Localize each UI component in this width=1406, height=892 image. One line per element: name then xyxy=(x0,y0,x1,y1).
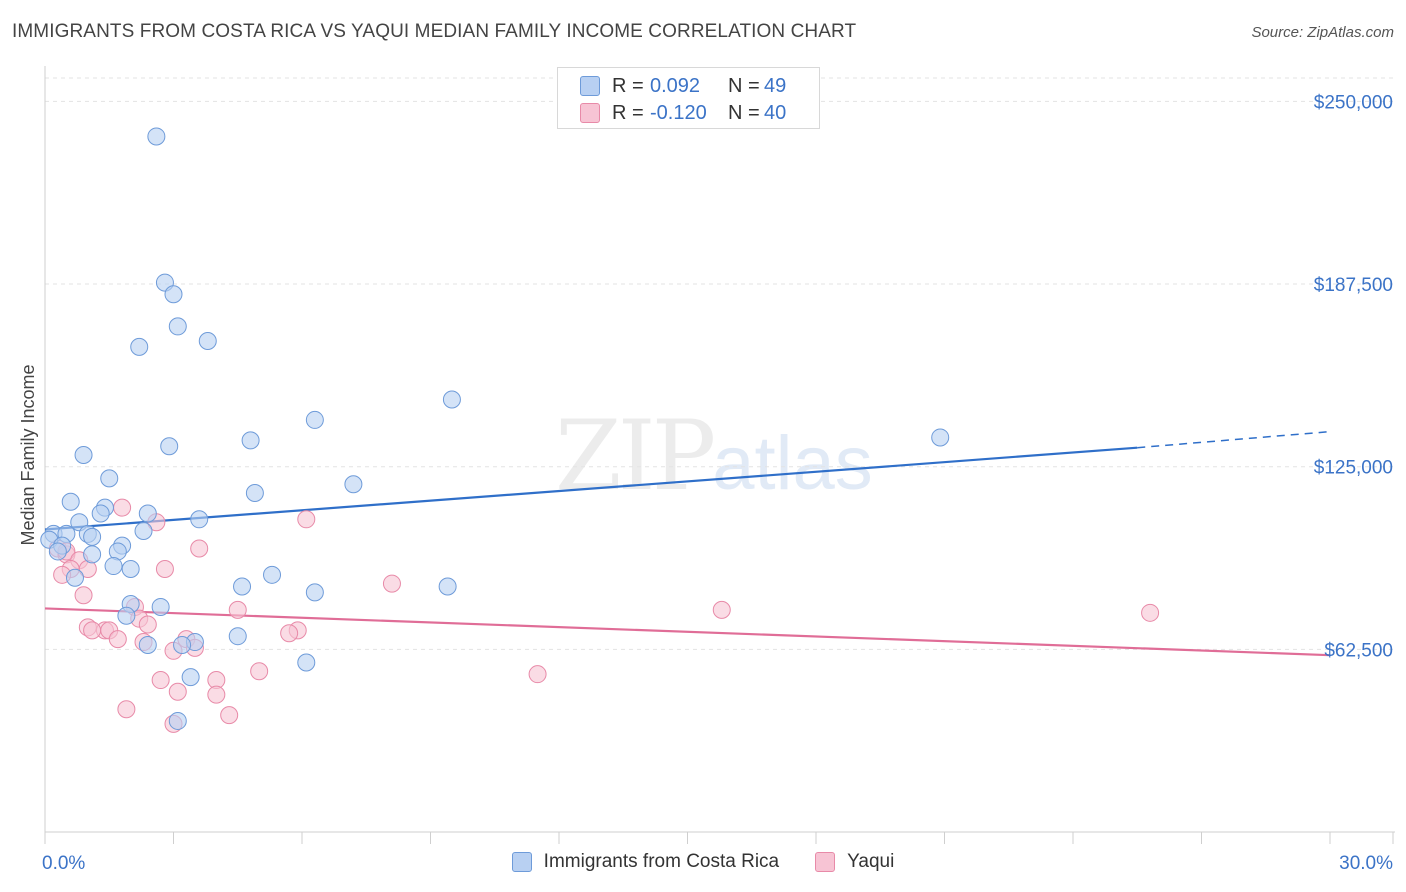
point-yaqui xyxy=(83,621,102,640)
source-credit: Source: ZipAtlas.com xyxy=(1251,24,1394,41)
point-costa-rica xyxy=(228,627,247,646)
point-costa-rica xyxy=(134,521,153,540)
point-yaqui xyxy=(190,539,209,558)
r-value: -0.120 xyxy=(650,101,707,124)
point-yaqui xyxy=(151,671,170,690)
point-costa-rica xyxy=(181,668,200,687)
tick-labels: $62,500 $125,000 $187,500 $250,000 0.0% 30.0%… xyxy=(18,92,1393,874)
point-costa-rica xyxy=(147,127,166,146)
point-yaqui xyxy=(1141,603,1160,622)
trend-lines xyxy=(44,430,1331,657)
point-costa-rica xyxy=(48,542,67,561)
point-costa-rica xyxy=(198,332,217,351)
legend-item-costa-rica[interactable]: Immigrants from Costa Rica xyxy=(511,851,780,873)
point-costa-rica xyxy=(305,410,324,429)
point-yaqui xyxy=(712,600,731,619)
point-yaqui xyxy=(168,682,187,701)
point-costa-rica xyxy=(173,635,192,654)
point-costa-rica xyxy=(138,504,157,523)
point-yaqui xyxy=(382,574,401,593)
legend-item-yaqui[interactable]: Yaqui xyxy=(815,851,894,873)
point-costa-rica xyxy=(65,568,84,587)
point-yaqui xyxy=(228,600,247,619)
blue-swatch xyxy=(580,76,600,96)
point-costa-rica xyxy=(297,653,316,672)
point-costa-rica xyxy=(263,565,282,584)
point-costa-rica xyxy=(442,390,461,409)
point-costa-rica xyxy=(305,583,324,602)
y-tick-label: $250,000 xyxy=(1314,92,1393,113)
n-value: 40 xyxy=(764,101,787,124)
legend-label: Immigrants from Costa Rica xyxy=(543,851,780,872)
point-yaqui xyxy=(138,615,157,634)
point-costa-rica xyxy=(83,527,102,546)
point-costa-rica xyxy=(104,557,123,576)
axes xyxy=(44,66,1395,844)
y-axis-title: Median Family Income xyxy=(18,364,38,545)
series-legend: Immigrants from Costa Rica Yaqui xyxy=(0,851,1406,873)
chart-title: IMMIGRANTS FROM COSTA RICA VS YAQUI MEDI… xyxy=(12,21,857,42)
x-tick-label: 0.0% xyxy=(42,853,85,874)
point-costa-rica xyxy=(138,635,157,654)
watermark-atlas: atlas xyxy=(712,421,873,506)
point-costa-rica xyxy=(190,510,209,529)
point-yaqui xyxy=(280,624,299,643)
point-yaqui xyxy=(528,665,547,684)
point-yaqui xyxy=(117,700,136,719)
point-yaqui xyxy=(74,586,93,605)
stats-legend: R = 0.092 N = 49 R = -0.120 N = 40 xyxy=(557,67,820,129)
r-label: R = xyxy=(612,74,644,97)
n-label: N = xyxy=(728,74,760,97)
point-yaqui xyxy=(250,662,269,681)
legend-label: Yaqui xyxy=(847,851,895,872)
point-costa-rica xyxy=(168,711,187,730)
point-yaqui xyxy=(297,510,316,529)
point-costa-rica xyxy=(83,545,102,564)
point-costa-rica xyxy=(931,428,950,447)
point-yaqui xyxy=(113,498,132,517)
point-costa-rica xyxy=(100,469,119,488)
stats-row-yaqui: R = -0.120 N = 40 xyxy=(580,100,786,126)
point-costa-rica xyxy=(121,559,140,578)
point-costa-rica xyxy=(438,577,457,596)
y-tick-label: $125,000 xyxy=(1314,458,1393,479)
point-costa-rica xyxy=(130,337,149,356)
trend-line-costa-rica xyxy=(44,446,1138,531)
r-label: R = xyxy=(612,101,644,124)
point-costa-rica xyxy=(233,577,252,596)
point-costa-rica xyxy=(74,446,93,464)
point-yaqui xyxy=(220,706,239,725)
point-costa-rica xyxy=(245,483,264,502)
point-costa-rica xyxy=(61,492,80,511)
x-tick-label: 30.0% xyxy=(1339,853,1393,874)
pink-swatch xyxy=(580,103,600,123)
blue-swatch xyxy=(511,852,532,872)
point-costa-rica xyxy=(164,285,183,304)
y-tick-label: $187,500 xyxy=(1314,275,1393,296)
point-costa-rica xyxy=(91,504,110,523)
r-value: 0.092 xyxy=(650,74,701,97)
pink-swatch xyxy=(815,852,836,872)
point-costa-rica xyxy=(117,606,136,625)
trend-line-yaqui xyxy=(44,607,1331,657)
point-costa-rica xyxy=(344,475,363,494)
n-label: N = xyxy=(728,101,760,124)
point-costa-rica xyxy=(168,317,187,336)
data-points xyxy=(40,127,1160,733)
point-costa-rica xyxy=(241,431,260,450)
point-costa-rica xyxy=(160,437,179,456)
grid xyxy=(45,77,1395,650)
trend-extension-costa-rica xyxy=(1137,430,1331,449)
watermark: ZIPatlas xyxy=(555,400,873,512)
point-yaqui xyxy=(207,685,226,704)
n-value: 49 xyxy=(764,74,787,97)
watermark-zip: ZIP xyxy=(555,400,716,512)
point-yaqui xyxy=(155,559,174,578)
point-costa-rica xyxy=(151,597,170,616)
y-tick-label: $62,500 xyxy=(1324,640,1393,661)
stats-row-costa-rica: R = 0.092 N = 49 xyxy=(580,73,786,99)
point-yaqui xyxy=(108,630,127,649)
